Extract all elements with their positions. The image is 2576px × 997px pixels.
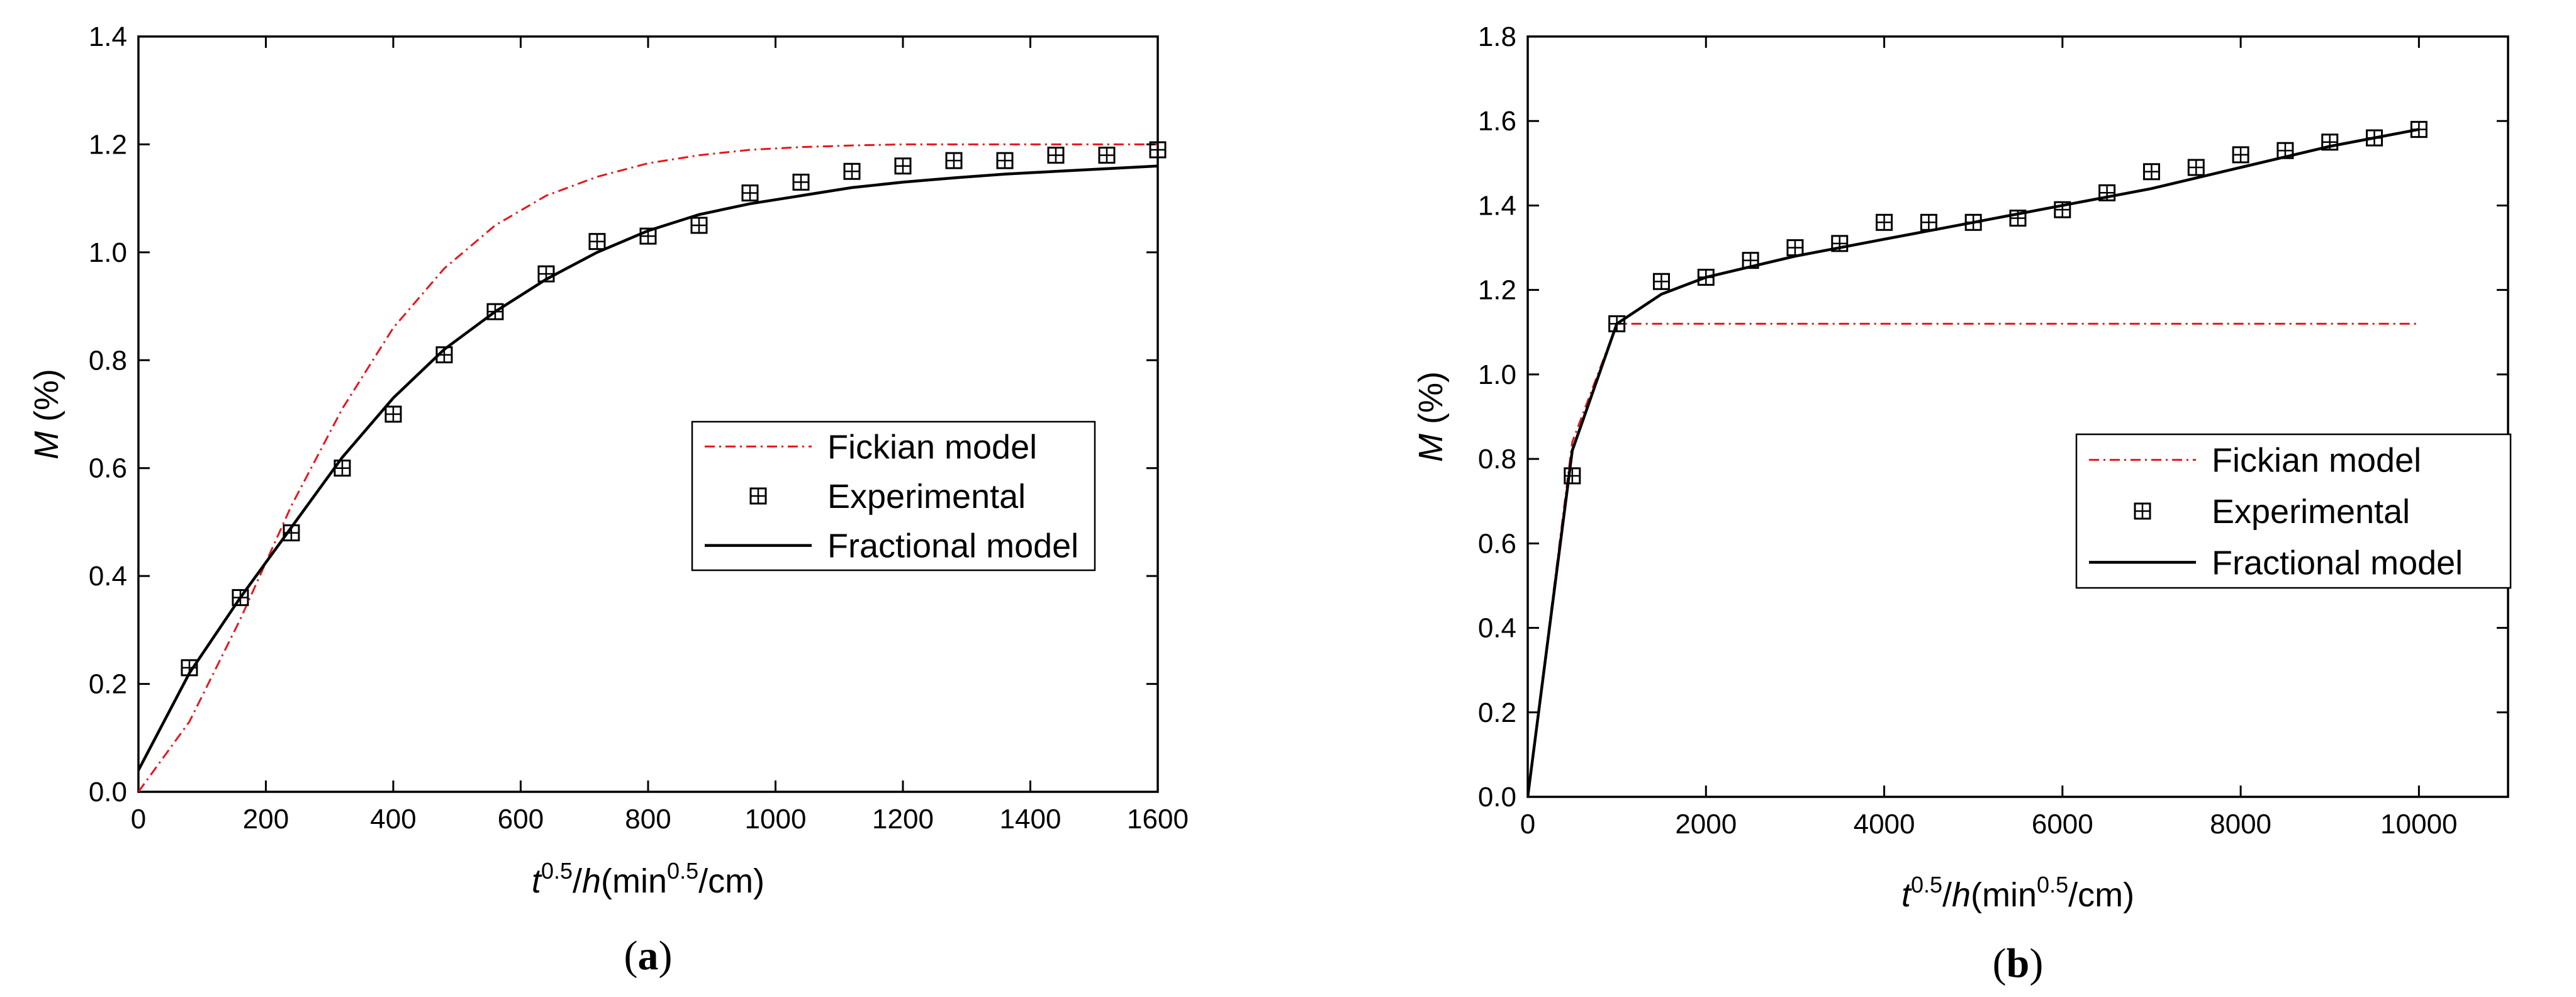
x-tick-label: 6000 bbox=[2032, 809, 2093, 840]
plot-frame bbox=[137, 35, 1159, 793]
y-tick-label: 0.0 bbox=[1478, 782, 1516, 813]
y-tick-label: 0.8 bbox=[1478, 444, 1516, 475]
x-tick-label: 10000 bbox=[2380, 809, 2457, 840]
series-experimental bbox=[1564, 121, 2428, 485]
x-tick-label: 1200 bbox=[872, 804, 934, 835]
legend-label: Fickian model bbox=[827, 428, 1037, 466]
y-tick-label: 0.8 bbox=[89, 345, 127, 376]
y-tick-label: 0.2 bbox=[1478, 697, 1516, 728]
y-axis-title: M (%) bbox=[1412, 371, 1450, 462]
legend-label: Experimental bbox=[2212, 493, 2410, 531]
y-tick-label: 0.4 bbox=[89, 561, 127, 592]
y-tick-label: 0.6 bbox=[89, 453, 127, 484]
y-tick-label: 0.0 bbox=[89, 777, 127, 808]
x-tick-label: 1600 bbox=[1127, 804, 1189, 835]
y-tick-label: 1.4 bbox=[1478, 190, 1516, 221]
plot-frame bbox=[1526, 35, 2509, 798]
y-tick-label: 1.2 bbox=[1478, 275, 1516, 306]
x-tick-label: 8000 bbox=[2210, 809, 2271, 840]
chart-panel-b: 0 2000 4000 6000 8000 10000 0.0 0.2 0.4 0.6 0.8 1.0… bbox=[1412, 21, 2512, 986]
y-tick-label: 0.2 bbox=[89, 669, 127, 700]
x-tick-label: 200 bbox=[243, 804, 289, 835]
fractional-model-line bbox=[1528, 128, 2419, 797]
x-tick-label: 800 bbox=[625, 804, 671, 835]
x-tick-label: 0 bbox=[1520, 809, 1535, 840]
legend-label: Fractional model bbox=[2212, 544, 2463, 582]
x-axis-title: t0.5/h(min0.5/cm) bbox=[532, 858, 764, 900]
y-tick-label: 1.0 bbox=[89, 237, 127, 268]
legend-label: Experimental bbox=[827, 478, 1026, 515]
y-tick-label: 0.6 bbox=[1478, 528, 1516, 559]
y-axis-title: M (%) bbox=[28, 369, 65, 459]
legend-label: Fractional model bbox=[827, 527, 1078, 565]
y-tick-label: 1.8 bbox=[1478, 21, 1516, 52]
legend-label: Fickian model bbox=[2212, 442, 2421, 480]
panel-label: (b) bbox=[1993, 940, 2044, 986]
y-tick-label: 0.4 bbox=[1478, 613, 1516, 644]
x-tick-label: 400 bbox=[370, 804, 416, 835]
fickian-model-line bbox=[138, 143, 1158, 792]
x-axis-title: t0.5/h(min0.5/cm) bbox=[1901, 872, 2134, 914]
x-tick-label: 1000 bbox=[745, 804, 807, 835]
legend: Fickian model Experimental Fractional mode… bbox=[2075, 433, 2512, 589]
series-experimental bbox=[181, 141, 1167, 677]
x-tick-label: 600 bbox=[498, 804, 544, 835]
y-tick-label: 1.2 bbox=[89, 129, 127, 160]
x-tick-label: 0 bbox=[131, 804, 146, 835]
x-tick-label: 2000 bbox=[1675, 809, 1737, 840]
x-tick-label: 1400 bbox=[1000, 804, 1061, 835]
legend: Fickian model Experimental Fractional mode… bbox=[691, 420, 1096, 572]
panel-label: (a) bbox=[624, 933, 673, 979]
chart-panel-a: 0 200 400 600 800 1000 1200 1400 1600 0.0 0.2 0.4 0.… bbox=[28, 21, 1189, 979]
y-tick-label: 1.0 bbox=[1478, 359, 1516, 390]
fractional-model-line bbox=[138, 164, 1158, 771]
x-tick-label: 4000 bbox=[1854, 809, 1915, 840]
y-tick-label: 1.4 bbox=[89, 21, 127, 52]
y-tick-label: 1.6 bbox=[1478, 106, 1516, 137]
